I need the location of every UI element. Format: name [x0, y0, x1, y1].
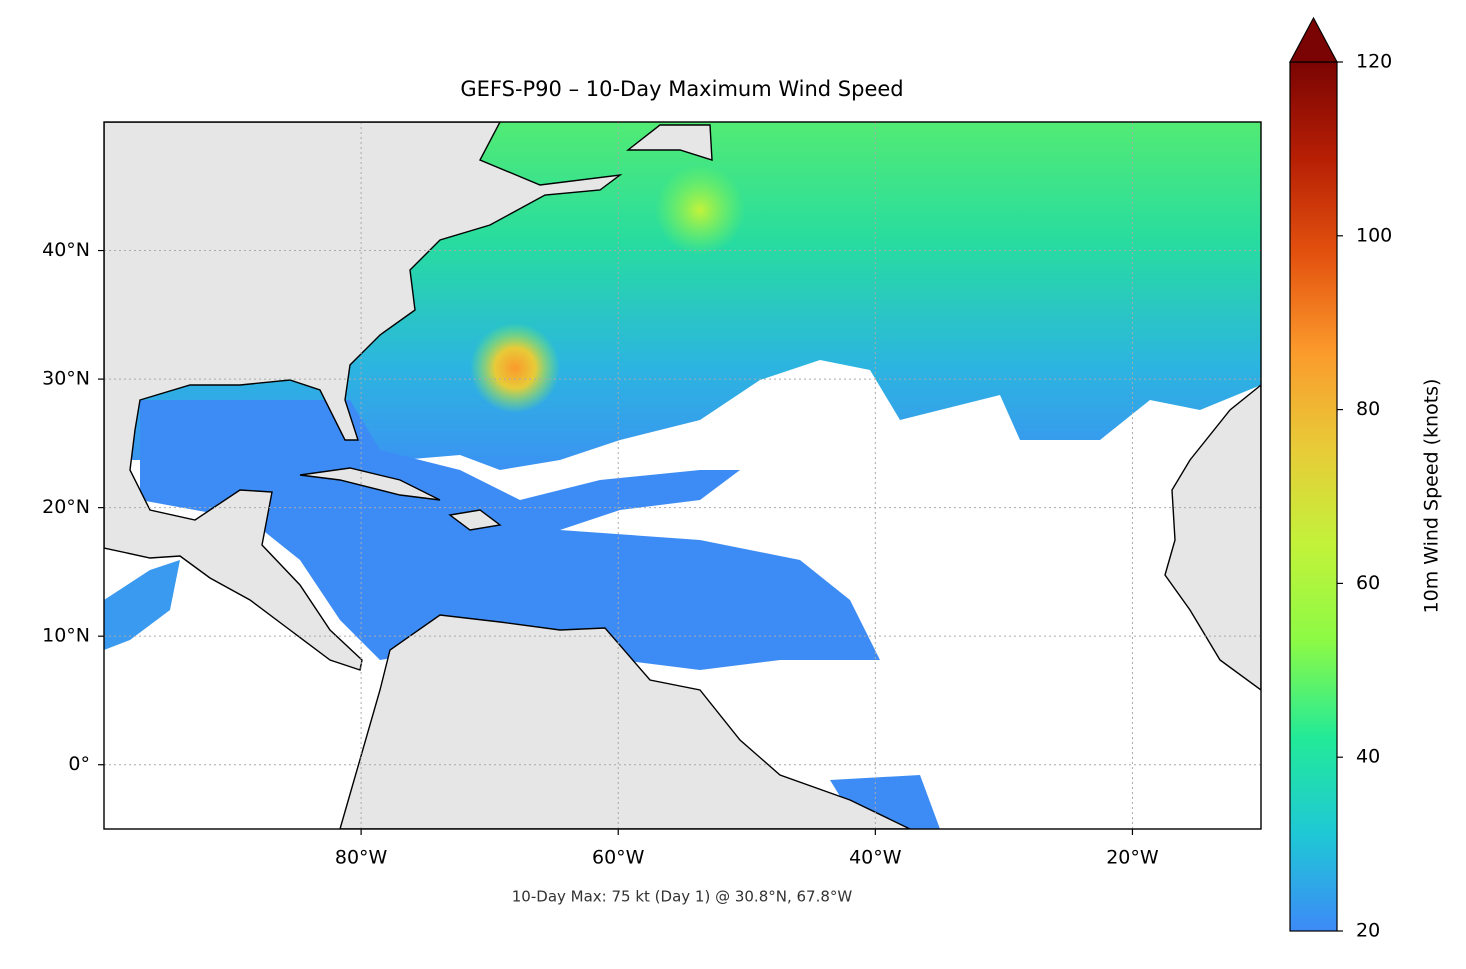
annotation: 10-Day Max: 75 kt (Day 1) @ 30.8°N, 67.8… — [512, 888, 853, 906]
colorbar-extension — [1288, 16, 1339, 63]
colorbar-tick-label: 60 — [1356, 572, 1380, 594]
x-tick-label: 20°W — [1106, 847, 1159, 869]
x-tick-label: 60°W — [592, 847, 645, 869]
colorbar-tick-label: 80 — [1356, 398, 1380, 420]
land-africa — [1164, 384, 1261, 691]
y-tick-label: 20°N — [42, 496, 90, 518]
x-tick-label: 40°W — [849, 847, 902, 869]
colorbar-tick-label: 20 — [1356, 920, 1380, 942]
colorbar-tick-label: 100 — [1356, 224, 1392, 246]
x-tick-label: 80°W — [335, 847, 388, 869]
wind-field-caribbean — [140, 400, 880, 670]
land-cuba — [299, 467, 441, 501]
colorbar-label: 10m Wind Speed (knots) — [1421, 379, 1443, 614]
y-tick-label: 40°N — [42, 239, 90, 261]
land-north-america — [104, 122, 623, 671]
land-hispaniola — [448, 509, 502, 531]
map-field — [104, 122, 1261, 829]
wind-hotspot — [470, 323, 560, 413]
y-tick-label: 0° — [68, 753, 90, 775]
y-tick-label: 10°N — [42, 625, 90, 647]
land-south-america — [339, 614, 911, 829]
wind-field-pacific — [104, 560, 180, 650]
colorbar — [1289, 61, 1338, 932]
map-frame — [103, 121, 1262, 830]
wind-hotspot — [655, 165, 745, 255]
land-newfoundland — [625, 124, 713, 161]
y-tick-label: 30°N — [42, 368, 90, 390]
colorbar-tick-label: 40 — [1356, 746, 1380, 768]
colorbar-tick-label: 120 — [1356, 51, 1392, 73]
chart-title: GEFS-P90 – 10-Day Maximum Wind Speed — [460, 77, 903, 101]
